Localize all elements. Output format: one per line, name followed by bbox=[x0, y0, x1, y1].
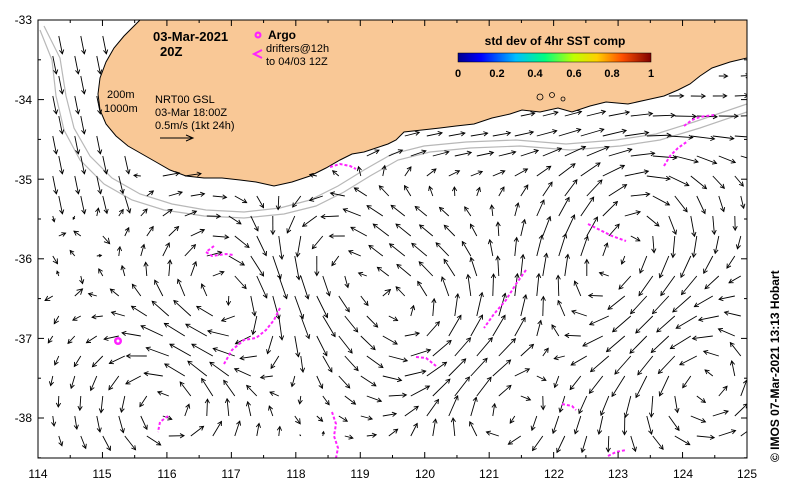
colorbar-title: std dev of 4hr SST comp bbox=[485, 34, 626, 48]
island bbox=[550, 93, 555, 98]
lon-tick-label: 121 bbox=[479, 467, 499, 481]
isobath-label-1000m: 1000m bbox=[104, 103, 138, 115]
colorbar-tick: 0.8 bbox=[604, 68, 619, 80]
longitude-axis: 114 115 116 117 118 119 120 121 122 123 … bbox=[28, 467, 757, 481]
current-arrow bbox=[543, 297, 544, 316]
lon-tick-label: 119 bbox=[350, 467, 369, 481]
colorbar-tick: 0.4 bbox=[527, 68, 543, 80]
colorbar-tick: 0.6 bbox=[566, 68, 581, 80]
current-arrow bbox=[58, 396, 59, 407]
map-date: 03-Mar-2021 bbox=[153, 29, 228, 44]
colorbar-tick: 0.2 bbox=[489, 68, 504, 80]
current-arrowhead bbox=[755, 113, 759, 117]
current-arrow bbox=[735, 95, 749, 96]
latitude-axis: -33 -34 -35 -36 -37 -38 bbox=[15, 13, 33, 425]
lon-tick-label: 118 bbox=[286, 467, 305, 481]
lon-tick-label: 123 bbox=[608, 467, 628, 481]
lat-tick-label: -33 bbox=[15, 13, 33, 27]
drifters-legend-label: drifters@12h bbox=[266, 43, 329, 55]
current-arrowhead bbox=[750, 426, 755, 430]
lat-tick-label: -38 bbox=[15, 411, 33, 425]
drifters-legend-time: to 04/03 12Z bbox=[266, 56, 328, 68]
argo-float-marker bbox=[114, 337, 122, 345]
lat-tick-label: -35 bbox=[15, 173, 33, 187]
product-name: NRT00 GSL bbox=[155, 94, 215, 106]
lon-tick-label: 115 bbox=[92, 467, 111, 481]
lat-tick-label: -36 bbox=[15, 252, 33, 266]
lat-tick-label: -34 bbox=[15, 93, 33, 107]
map-time: 20Z bbox=[160, 44, 182, 59]
lon-tick-label: 114 bbox=[28, 467, 47, 481]
argo-legend-label: Argo bbox=[268, 28, 296, 42]
lat-tick-label: -37 bbox=[15, 332, 33, 346]
current-arrow bbox=[589, 295, 603, 296]
product-time: 03-Mar 18:00Z bbox=[155, 107, 227, 119]
lon-tick-label: 125 bbox=[737, 467, 757, 481]
lon-tick-label: 116 bbox=[157, 467, 176, 481]
current-arrowhead bbox=[749, 135, 753, 139]
colorbar-scale bbox=[458, 53, 651, 62]
lon-tick-label: 122 bbox=[544, 467, 564, 481]
lon-tick-label: 120 bbox=[415, 467, 435, 481]
argo-legend-icon bbox=[255, 32, 262, 39]
island bbox=[537, 94, 543, 100]
island bbox=[561, 97, 565, 101]
current-arrowhead bbox=[750, 157, 754, 161]
lon-tick-label: 124 bbox=[673, 467, 693, 481]
lon-tick-label: 117 bbox=[221, 467, 240, 481]
colorbar-tick: 0 bbox=[455, 68, 461, 80]
isobath-label-200m: 200m bbox=[107, 89, 135, 101]
vector-scale-label: 0.5m/s (1kt 24h) bbox=[155, 120, 234, 132]
colorbar-tick: 1 bbox=[648, 68, 654, 80]
credit-text: © IMOS 07-Mar-2021 13:13 Hobart bbox=[768, 270, 782, 462]
